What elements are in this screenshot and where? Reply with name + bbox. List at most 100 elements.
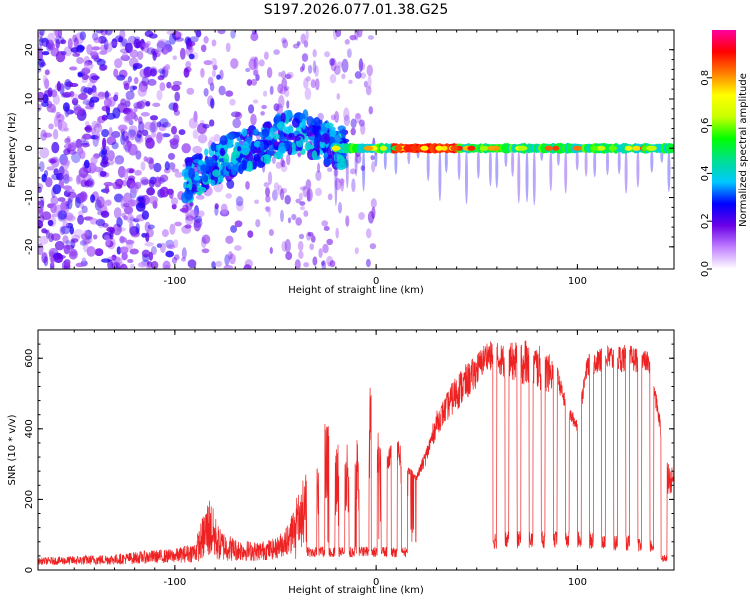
heatmap-cell [315, 170, 322, 182]
heatmap-cell [159, 242, 166, 253]
heatmap-cell [164, 161, 170, 171]
heatmap-cell [350, 127, 356, 136]
heatmap-cell [150, 260, 159, 269]
heatmap-cell [168, 188, 174, 200]
heatmap-cell [57, 120, 68, 132]
heatmap-cell [54, 36, 65, 45]
heatmap-cell [113, 68, 119, 78]
heatmap-cell [313, 136, 319, 149]
heatmap-cell [200, 44, 207, 53]
heatmap-cell [379, 145, 388, 151]
heatmap-cell [114, 58, 123, 69]
heatmap-cell [241, 159, 248, 171]
heatmap-cell [47, 219, 54, 227]
heatmap-cell [141, 179, 151, 185]
heatmap-cell [159, 82, 166, 92]
heatmap-cell [354, 113, 361, 119]
heatmap-cell [275, 161, 282, 169]
heatmap-cell [358, 58, 364, 72]
heatmap-cell [114, 158, 122, 165]
heatmap-cell [228, 251, 233, 260]
heatmap-cell [216, 74, 221, 80]
heatmap-cell [109, 229, 114, 240]
heatmap-cell [306, 116, 314, 127]
heatmap-cell [350, 118, 357, 129]
colorbar-tick-label: 0.4 [700, 165, 711, 181]
heatmap-cell [298, 192, 303, 201]
heatmap-cell [125, 90, 135, 100]
heatmap-cell [113, 94, 119, 102]
heatmap-cell [150, 245, 157, 256]
heatmap-cell [147, 78, 157, 86]
heatmap-cell [104, 199, 112, 206]
heatmap-cell [265, 195, 271, 203]
colorbar: 0.0 0.2 0.4 0.6 0.8 Normalized spectral ampl… [700, 30, 749, 277]
heatmap-cell [116, 246, 122, 255]
heatmap-cell [284, 85, 290, 91]
heatmap-cell [148, 179, 155, 188]
heatmap-cell [336, 155, 345, 164]
heatmap-cell [187, 259, 197, 269]
heatmap-cell [156, 41, 167, 48]
heatmap-cell [171, 168, 180, 173]
heatmap-cell [171, 256, 178, 264]
heatmap-cell [248, 58, 257, 70]
heatmap-cell [192, 145, 203, 154]
heatmap-cell [67, 198, 73, 210]
heatmap-cell [43, 256, 49, 267]
heatmap-cell [38, 235, 49, 245]
heatmap-cell [104, 30, 113, 36]
heatmap-cell [119, 235, 125, 244]
heatmap-cell [465, 148, 468, 205]
heatmap-cell [226, 179, 235, 190]
heatmap-cell [606, 148, 609, 176]
heatmap-cell [302, 185, 308, 198]
heatmap-cell [144, 221, 151, 233]
heatmap-cell [217, 30, 226, 35]
heatmap-cell [127, 199, 138, 207]
heatmap-cell [287, 217, 292, 224]
heatmap-cell [51, 186, 56, 199]
heatmap-cell [159, 186, 170, 198]
heatmap-cell [64, 137, 71, 144]
heatmap-cell [106, 136, 117, 146]
heatmap-cell [63, 244, 71, 255]
heatmap-cell [62, 235, 69, 244]
heatmap-cell [101, 105, 110, 112]
heatmap-cell [338, 178, 345, 184]
heatmap-cell [95, 131, 101, 141]
heatmap-cell [229, 98, 236, 106]
heatmap-cell [141, 210, 150, 220]
heatmap-cell [337, 201, 343, 214]
heatmap-cell [186, 87, 195, 95]
heatmap-cell [305, 179, 312, 190]
heatmap-cell [65, 240, 72, 245]
y-tick-label: 0 [24, 567, 35, 573]
heatmap-cell [624, 148, 628, 194]
heatmap-cell [203, 36, 209, 44]
heatmap-cell [584, 148, 588, 177]
heatmap-cell [307, 231, 314, 237]
heatmap-cell [303, 77, 309, 89]
heatmap-cell [83, 87, 93, 94]
heatmap-cell [303, 210, 309, 217]
heatmap-cell [327, 167, 333, 172]
heatmap-cell [77, 146, 84, 155]
heatmap-cell [174, 221, 182, 227]
heatmap-cell [241, 147, 251, 153]
heatmap-cell [84, 179, 94, 187]
heatmap-cell [273, 141, 280, 147]
heatmap-cell [309, 243, 315, 251]
heatmap-cell [42, 132, 53, 138]
heatmap-cell [134, 169, 142, 176]
heatmap-cell [650, 148, 654, 173]
heatmap-cell [617, 148, 621, 175]
heatmap-cell [279, 87, 286, 95]
heatmap-cell [114, 257, 123, 265]
heatmap-cell [63, 148, 71, 156]
heatmap-cell [104, 184, 110, 194]
heatmap-cell [194, 171, 199, 180]
heatmap-cell [344, 39, 350, 45]
chart-title: S197.2026.077.01.38.G25 [264, 2, 449, 18]
